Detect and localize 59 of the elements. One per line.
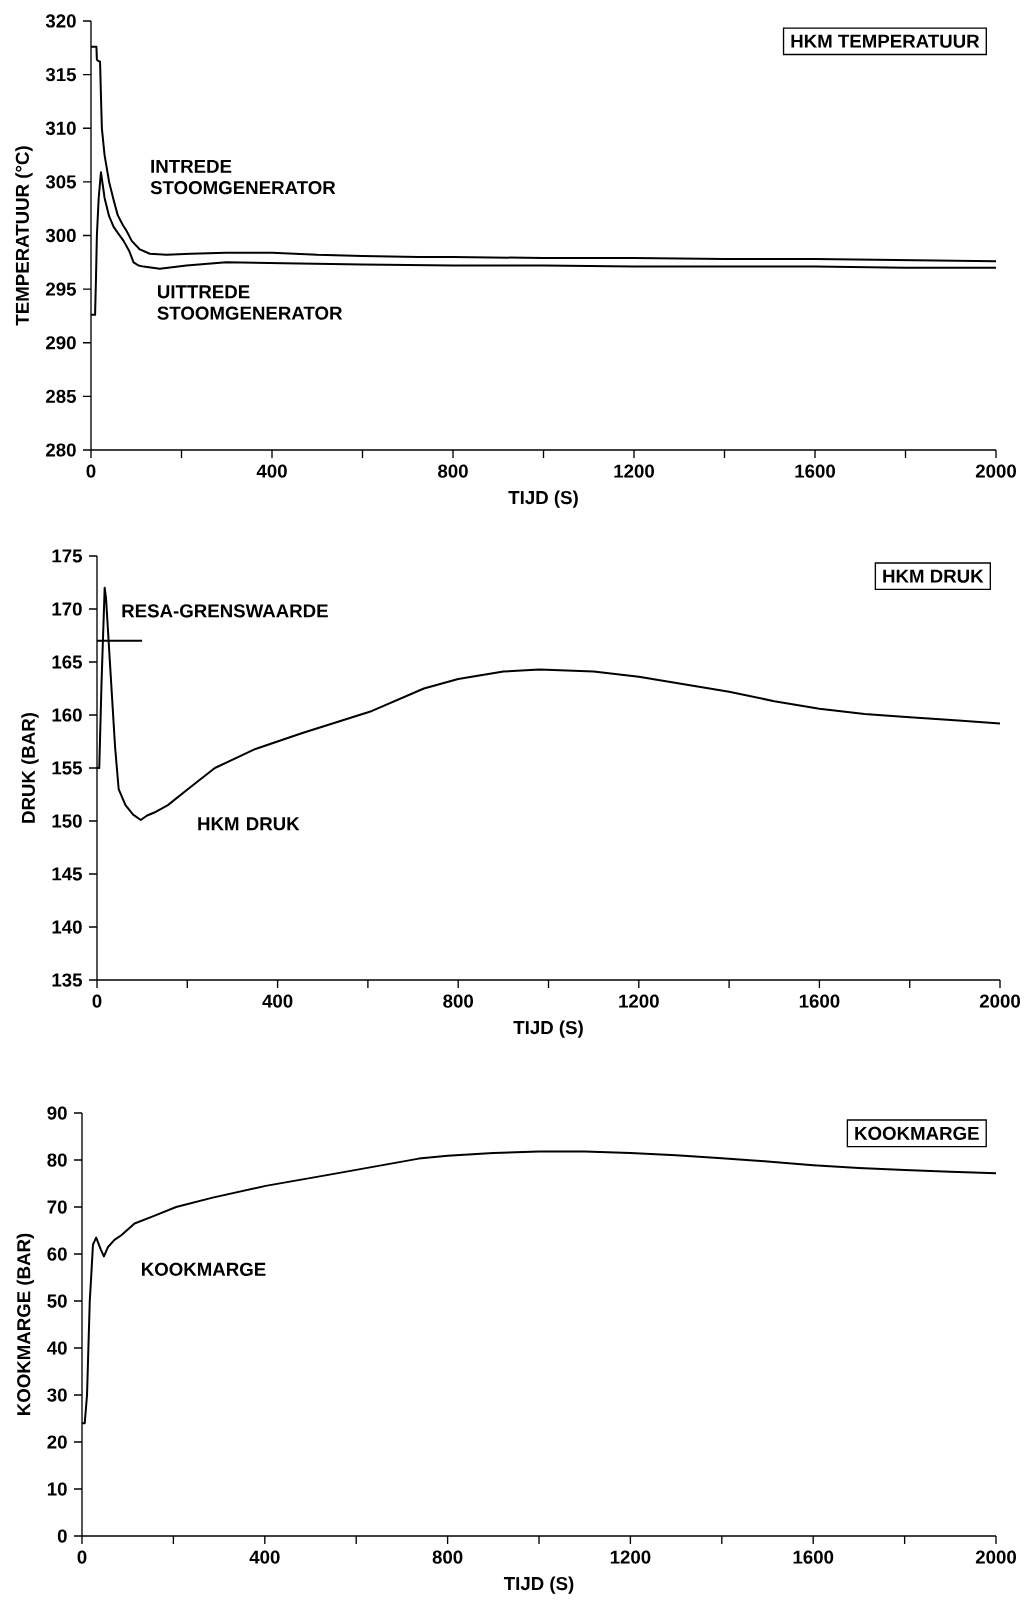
- x-tick-label: 400: [256, 464, 287, 478]
- y-tick-label: 80: [47, 1153, 67, 1167]
- x-axis-title: TIJD (S): [513, 1020, 583, 1038]
- x-tick-label: 1600: [793, 1550, 834, 1564]
- text: HKM DRUK: [883, 569, 984, 583]
- text: KOOKMARGE: [855, 1126, 979, 1140]
- x-tick-label: 1200: [610, 1550, 651, 1564]
- x-tick-label: 1600: [799, 994, 840, 1008]
- y-tick-label: 60: [47, 1247, 67, 1261]
- y-tick-label: 310: [45, 121, 76, 135]
- y-axis-title: KOOKMARGE (BAR): [16, 1233, 35, 1416]
- y-tick-label: 160: [52, 708, 82, 722]
- y-tick-label: 140: [52, 920, 82, 934]
- y-tick-label: 150: [52, 814, 82, 828]
- series-label: HKM DRUK: [198, 817, 300, 831]
- y-tick-label: 315: [45, 67, 76, 82]
- x-axis-title: TIJD (S): [503, 1576, 574, 1594]
- x-tick-label: 2000: [975, 1550, 1016, 1564]
- y-tick-label: 295: [46, 282, 76, 296]
- x-tick-label: 0: [92, 994, 102, 1008]
- x-tick-label: 400: [262, 994, 293, 1008]
- y-tick-label: 30: [47, 1388, 67, 1402]
- y-tick-label: 0: [57, 1529, 67, 1543]
- y-tick-label: 50: [47, 1294, 67, 1308]
- x-tick-label: 800: [432, 1550, 463, 1564]
- legend-label: RESA-GRENSWAARDE: [122, 604, 328, 618]
- y-tick-label: 90: [47, 1106, 67, 1120]
- x-tick-label: 2000: [979, 994, 1020, 1008]
- y-tick-label: 145: [52, 867, 82, 881]
- x-tick-label: 1600: [795, 464, 835, 478]
- y-tick-label: 135: [52, 973, 82, 987]
- y-tick-label: 20: [47, 1435, 67, 1449]
- x-axis-title: TIJD (S): [508, 490, 578, 508]
- y-tick-label: 300: [45, 228, 76, 243]
- y-tick-label: 305: [45, 175, 76, 189]
- y-tick-label: 40: [47, 1341, 67, 1355]
- y-tick-label: 165: [52, 655, 82, 669]
- y-tick-label: 285: [46, 389, 76, 403]
- y-tick-label: 170: [52, 602, 82, 616]
- x-tick-label: 800: [438, 464, 468, 478]
- y-tick-label: 175: [52, 549, 82, 563]
- x-tick-label: 1200: [614, 464, 654, 478]
- y-tick-label: 10: [47, 1482, 67, 1496]
- y-tick-label: 70: [47, 1200, 67, 1214]
- series-label: KOOKMARGE: [141, 1262, 266, 1276]
- x-tick-label: 400: [249, 1550, 280, 1564]
- series-label: UITTREDE STOOMGENERATOR: [157, 285, 343, 320]
- y-tick-label: 155: [52, 761, 82, 775]
- x-tick-label: 2000: [975, 464, 1016, 478]
- y-axis-title: TEMPERATUUR (°C): [15, 146, 33, 326]
- x-tick-label: 1200: [619, 994, 659, 1008]
- series-label: INTREDE STOOMGENERATOR: [150, 159, 336, 195]
- y-tick-label: 280: [46, 443, 76, 457]
- y-tick-label: 290: [46, 336, 76, 350]
- y-axis-title: DRUK (BAR): [21, 712, 39, 823]
- x-tick-label: 800: [443, 994, 474, 1008]
- text: HKM TEMPERATUUR: [791, 34, 980, 48]
- y-tick-label: 320: [45, 14, 76, 28]
- x-tick-label: 0: [86, 464, 96, 478]
